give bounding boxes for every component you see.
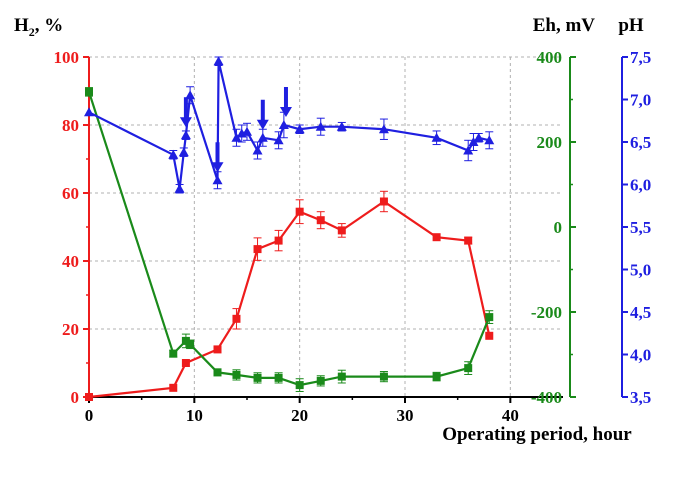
h2-point <box>274 236 283 245</box>
eh-point <box>432 372 441 381</box>
eh-point <box>213 368 222 377</box>
ph-point <box>278 120 289 129</box>
h2-point <box>337 226 346 235</box>
ph-tick-label: 6,0 <box>630 176 651 195</box>
ph-point <box>294 124 305 134</box>
ph-point <box>315 121 326 131</box>
ph-tick-label: 4,0 <box>630 346 651 365</box>
ph-point <box>484 135 495 145</box>
ph-tick-label: 7,0 <box>630 91 651 110</box>
ph-point <box>463 145 474 155</box>
ph-point <box>242 126 252 136</box>
eh-axis-title: Eh, mV <box>533 15 596 36</box>
grid <box>89 56 563 397</box>
ph-point <box>185 90 196 100</box>
eh-point <box>379 372 388 381</box>
h2-tick-label: 0 <box>71 388 80 407</box>
x-tick-label: 30 <box>397 406 414 425</box>
eh-point <box>169 349 178 358</box>
arrow-head <box>211 162 224 173</box>
ph-tick-label: 3,5 <box>630 388 651 407</box>
eh-point <box>295 381 304 390</box>
h2-tick-label: 20 <box>62 320 79 339</box>
eh-point <box>337 372 346 381</box>
ph-tick-label: 7,5 <box>630 48 651 67</box>
ph-point <box>252 145 263 155</box>
x-tick-label: 20 <box>291 406 308 425</box>
eh-tick-label: -400 <box>531 388 562 407</box>
arrows <box>179 87 292 173</box>
h2-axis-title: H2, % <box>14 15 63 39</box>
h2-series <box>85 190 494 401</box>
ph-tick-label: 5,0 <box>630 261 651 280</box>
eh-tick-label: 200 <box>537 133 563 152</box>
eh-point <box>485 313 494 322</box>
ph-point <box>257 132 268 142</box>
eh-point <box>85 87 93 96</box>
ph-point <box>473 132 484 142</box>
arrow-head <box>279 107 292 117</box>
ph-axis-title: pH <box>618 15 644 36</box>
axes: 0 20 40 60 80 100 0 10 20 30 40 -400 -200 0 200 400 3,5 4… <box>54 48 652 425</box>
h2-point <box>379 197 388 206</box>
eh-point <box>232 370 241 379</box>
h2-series-line <box>88 200 491 399</box>
h2-axis-title-sub: 2 <box>29 25 35 39</box>
x-axis-title: Operating period, hour <box>442 424 632 445</box>
ph-point <box>84 107 94 117</box>
x-tick-label: 40 <box>502 406 519 425</box>
x-tick-label: 0 <box>85 406 94 425</box>
h2-point <box>432 233 441 242</box>
h2-tick-label: 80 <box>62 116 79 135</box>
ph-point <box>378 124 389 134</box>
ph-point <box>213 56 224 66</box>
ph-point <box>273 135 284 145</box>
h2-tick-label: 100 <box>54 48 80 67</box>
h2-point <box>232 314 241 323</box>
h2-point <box>295 207 304 216</box>
ph-point <box>468 137 479 146</box>
eh-series <box>85 87 494 392</box>
ph-tick-label: 6,5 <box>630 133 651 152</box>
h2-axis-title-rest: , % <box>35 15 64 36</box>
ph-point <box>431 132 442 142</box>
arrow-head <box>256 119 269 130</box>
series <box>84 56 495 401</box>
ph-point <box>212 175 223 185</box>
eh-point <box>186 340 195 349</box>
ph-point <box>178 147 189 157</box>
arrow-head <box>179 117 192 128</box>
eh-tick-label: 400 <box>537 48 563 67</box>
h2-point <box>464 236 473 245</box>
eh-point <box>274 373 283 382</box>
h2-point <box>316 216 325 225</box>
eh-tick-label: 0 <box>554 218 563 237</box>
ph-point <box>231 132 242 142</box>
eh-tick-label: -200 <box>531 303 562 322</box>
h2-point <box>253 245 262 254</box>
ph-point <box>174 183 185 193</box>
ph-tick-label: 4,5 <box>630 303 651 322</box>
h2-tick-label: 40 <box>62 252 79 271</box>
ph-series <box>84 56 495 194</box>
h2-tick-label: 60 <box>62 184 79 203</box>
h2-point <box>485 331 494 340</box>
h2-axis-title-main: H <box>14 15 29 36</box>
eh-point <box>464 364 473 373</box>
ph-tick-label: 5,5 <box>630 218 651 237</box>
ph-point <box>180 130 191 140</box>
ph-point <box>168 149 179 159</box>
ph-point <box>336 121 347 131</box>
h2-point <box>169 383 178 392</box>
eh-point <box>181 336 190 345</box>
h2-point <box>181 359 190 367</box>
eh-point <box>316 376 325 385</box>
x-tick-label: 10 <box>186 406 203 425</box>
h2-point <box>85 393 93 401</box>
h2-point <box>213 345 222 354</box>
eh-point <box>253 373 262 382</box>
